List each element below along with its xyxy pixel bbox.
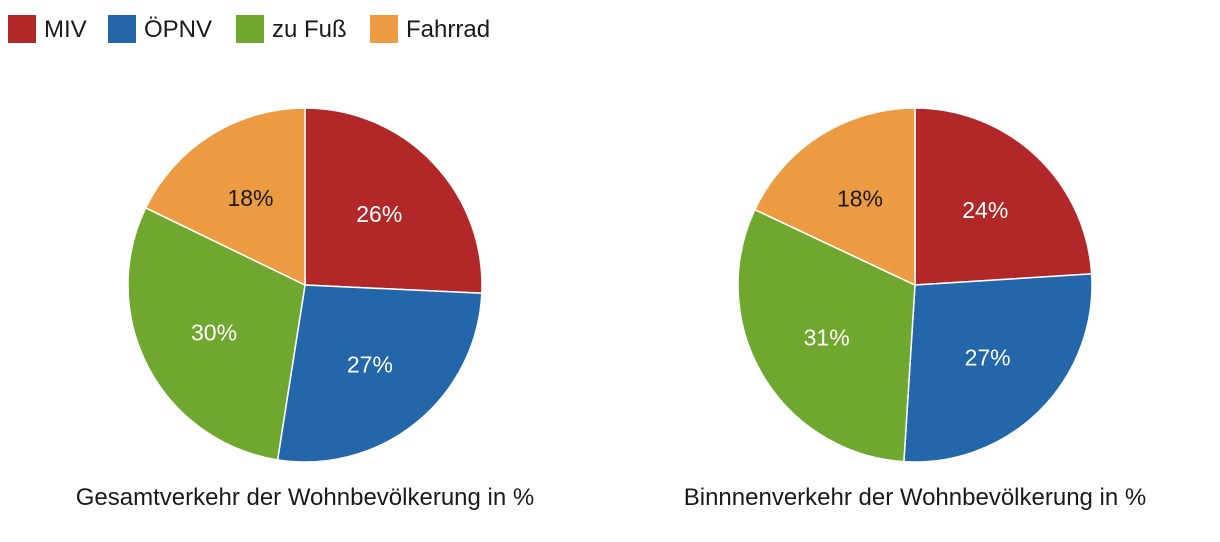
pie-binnenverkehr: 24% 27% 31% 18%: [737, 107, 1093, 463]
legend-label-fahrrad: Fahrrad: [406, 16, 490, 43]
legend: MIV ÖPNV zu Fuß Fahrrad: [8, 15, 490, 43]
pie-slice-miv: [304, 107, 483, 295]
pie-slice-zu-fuss: [127, 206, 306, 461]
slice-label-oepnv: 27%: [347, 352, 393, 378]
legend-swatch-miv: [8, 15, 36, 43]
pie-slice-oepnv: [903, 273, 1093, 463]
slice-label-miv: 26%: [356, 201, 402, 227]
pie-slice-fahrrad: [144, 107, 306, 287]
legend-label-oepnv: ÖPNV: [144, 16, 212, 43]
legend-swatch-fahrrad: [370, 15, 398, 43]
chart-title-binnenverkehr: Binnnenverkehr der Wohnbevölkerung in %: [684, 484, 1147, 511]
pie-slice-zu-fuss: [737, 208, 916, 463]
slice-label-oepnv: 27%: [965, 345, 1011, 371]
legend-swatch-oepnv: [108, 15, 136, 43]
chart-title-gesamtverkehr: Gesamtverkehr der Wohnbevölkerung in %: [76, 484, 534, 511]
legend-label-miv: MIV: [44, 16, 87, 43]
pie-gesamtverkehr: 26% 27% 30% 18%: [127, 107, 483, 463]
legend-swatch-zu-fuss: [236, 15, 264, 43]
slice-label-miv: 24%: [962, 197, 1008, 223]
slice-label-zu-fuss: 30%: [191, 320, 237, 346]
slice-label-fahrrad: 18%: [837, 185, 883, 211]
slice-label-zu-fuss: 31%: [804, 324, 850, 350]
pie-slice-fahrrad: [753, 107, 916, 287]
slice-label-fahrrad: 18%: [227, 185, 273, 211]
pie-slice-oepnv: [276, 284, 483, 463]
pie-slice-miv: [914, 107, 1093, 286]
legend-label-zu-fuss: zu Fuß: [272, 16, 347, 43]
